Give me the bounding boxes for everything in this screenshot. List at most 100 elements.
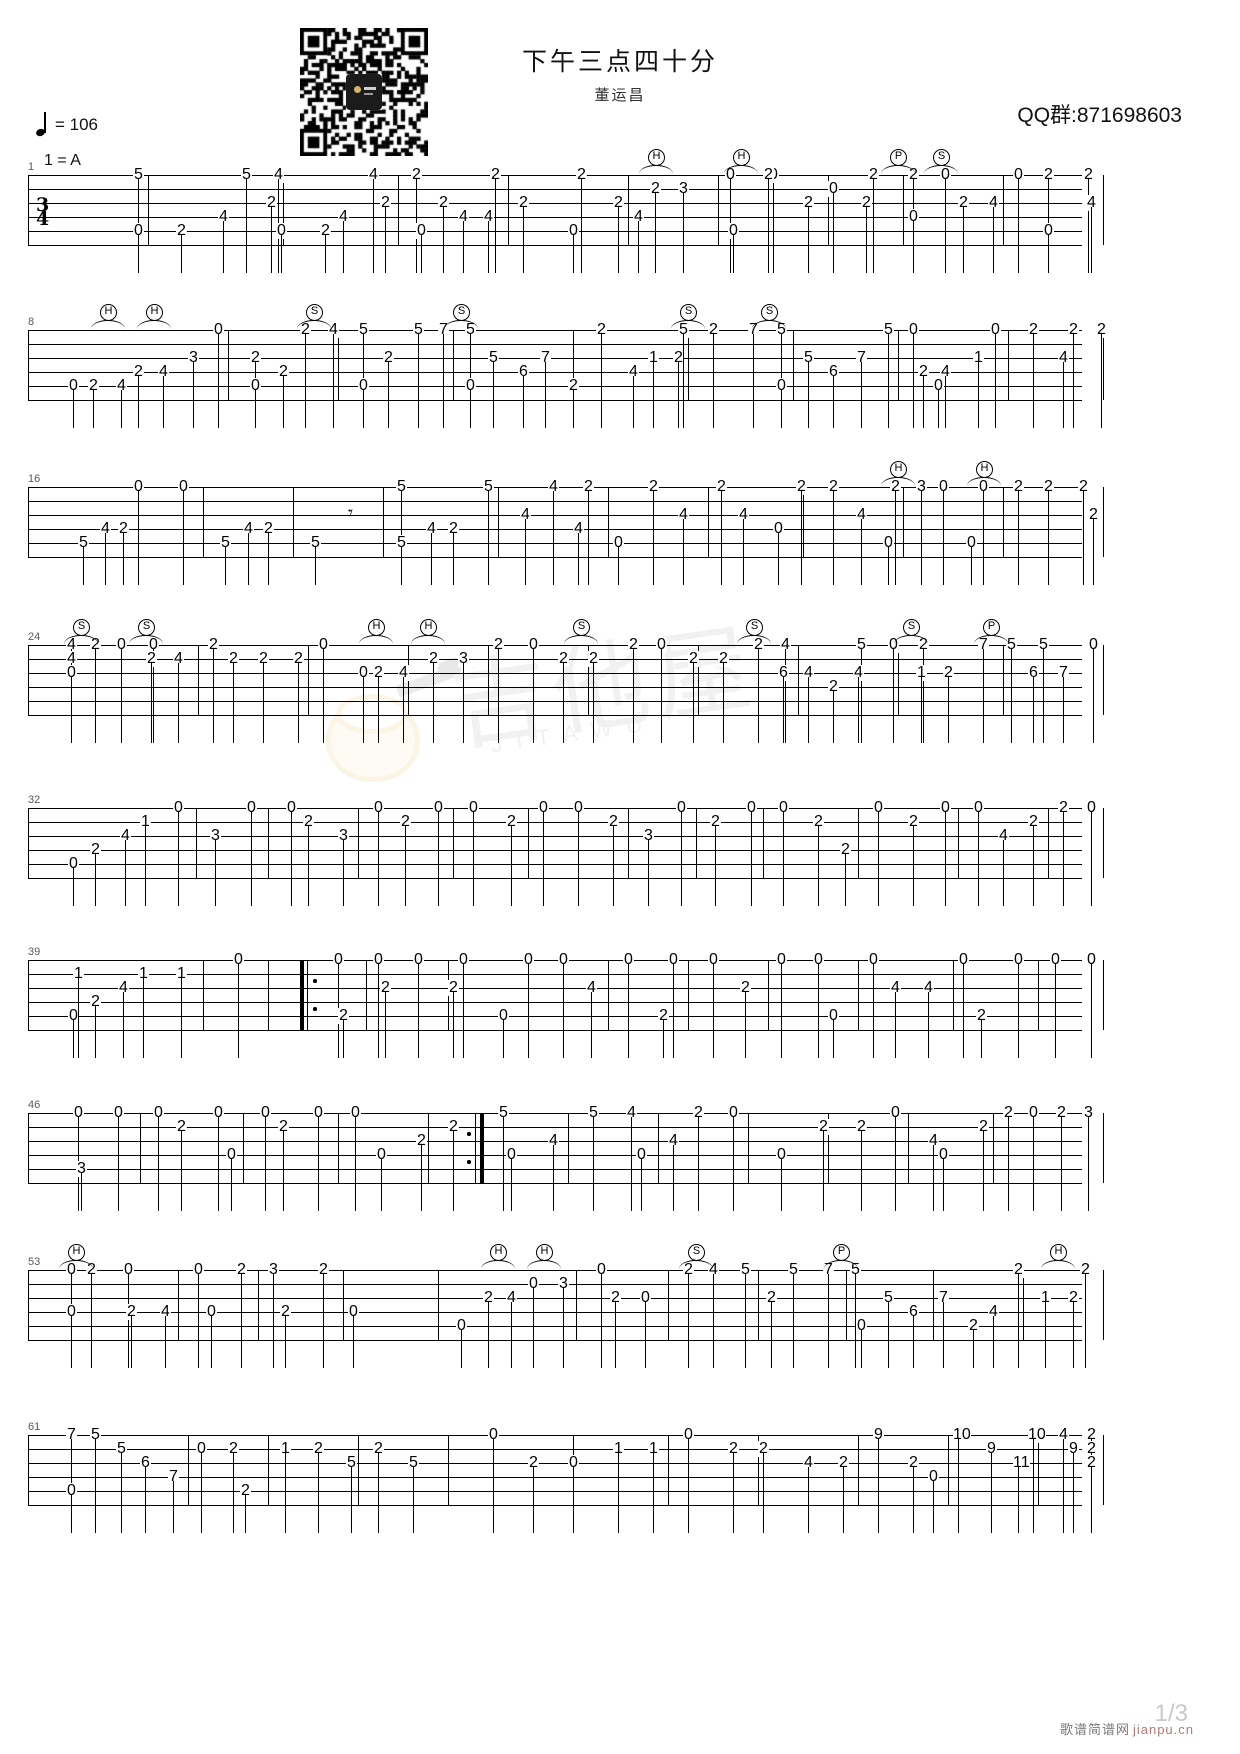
fret-number: 0 xyxy=(1086,951,1097,968)
fret-number: 0 xyxy=(528,1275,539,1292)
note-stem xyxy=(73,1020,75,1058)
fret-number: 2 xyxy=(613,194,624,211)
note-stem xyxy=(645,1302,647,1368)
note-stem xyxy=(713,334,715,428)
note-stem xyxy=(443,207,445,273)
barline xyxy=(768,960,769,1030)
slur-arc xyxy=(411,635,445,644)
string-line xyxy=(28,673,1082,674)
note-stem xyxy=(733,1453,735,1533)
barline xyxy=(608,960,609,1030)
barline xyxy=(858,808,859,878)
fret-number: 2 xyxy=(506,813,517,830)
barline xyxy=(268,1435,269,1505)
string-line xyxy=(28,344,1082,345)
fret-number: 0 xyxy=(938,478,949,495)
barline xyxy=(798,645,799,715)
note-stem xyxy=(363,390,365,428)
fret-number: 2 xyxy=(588,650,599,667)
note-stem xyxy=(995,334,997,428)
barline xyxy=(438,1270,439,1340)
fret-number: 2 xyxy=(890,478,901,495)
slur-arc xyxy=(359,635,393,644)
fret-number: 2 xyxy=(568,377,579,394)
fret-number: 0 xyxy=(376,1146,387,1163)
note-stem xyxy=(231,1159,233,1211)
note-stem xyxy=(533,649,535,743)
note-stem xyxy=(588,491,590,585)
fret-number: 3 xyxy=(1083,1104,1094,1121)
note-stem xyxy=(808,1467,810,1533)
hammer-on-icon: H xyxy=(368,619,385,636)
fret-number: 0 xyxy=(148,636,159,653)
note-stem xyxy=(833,1020,835,1058)
fret-number: 4 xyxy=(458,208,469,225)
note-stem xyxy=(618,207,620,273)
fret-number: 2 xyxy=(728,1440,739,1457)
note-stem xyxy=(93,390,95,428)
note-stem xyxy=(201,1453,203,1533)
string-line xyxy=(28,529,1082,530)
composer-name: 董运昌 xyxy=(594,87,646,104)
fret-number: 0 xyxy=(990,321,1001,338)
barline xyxy=(28,645,29,715)
note-stem xyxy=(781,1159,783,1211)
note-stem xyxy=(138,235,140,273)
string-line xyxy=(28,1326,1082,1327)
note-stem xyxy=(95,649,97,743)
fret-number: 1 xyxy=(916,664,927,681)
fret-number: 5 xyxy=(1006,636,1017,653)
fret-number: 3 xyxy=(210,827,221,844)
note-stem xyxy=(591,992,593,1058)
fret-number: 2 xyxy=(856,1118,867,1135)
fret-number: 2 xyxy=(918,363,929,380)
note-stem xyxy=(503,1020,505,1058)
barline xyxy=(28,1270,29,1340)
hammer-on-icon: H xyxy=(1050,1244,1067,1261)
note-stem xyxy=(983,491,985,585)
barline xyxy=(696,808,697,878)
fret-number: 0 xyxy=(890,1104,901,1121)
fret-number: 0 xyxy=(66,1261,77,1278)
slide-icon: S xyxy=(306,304,323,321)
fret-number: 4 xyxy=(218,208,229,225)
fret-number: 4 xyxy=(398,664,409,681)
fret-number: 2 xyxy=(176,1118,187,1135)
fret-number: 2 xyxy=(650,180,661,197)
fret-number: 2 xyxy=(240,1482,251,1499)
note-stem xyxy=(693,663,695,743)
fret-number: 0 xyxy=(725,166,736,183)
string-line xyxy=(28,1270,1082,1271)
string-line xyxy=(28,1340,1082,1341)
fret-number: 0 xyxy=(358,377,369,394)
note-stem xyxy=(323,1274,325,1368)
note-stem xyxy=(223,221,225,273)
note-stem xyxy=(453,533,455,585)
barline xyxy=(763,808,764,878)
fret-number: 4 xyxy=(923,979,934,996)
fret-number: 2 xyxy=(118,520,129,537)
string-line xyxy=(28,1449,1082,1450)
note-stem xyxy=(921,491,923,585)
note-stem xyxy=(923,649,925,743)
note-stem xyxy=(218,334,220,428)
note-stem xyxy=(1063,1439,1065,1533)
note-stem xyxy=(91,1274,93,1368)
fret-number: 2 xyxy=(693,1104,704,1121)
fret-number: 2 xyxy=(1086,1440,1097,1457)
barline xyxy=(508,175,509,245)
fret-number: 0 xyxy=(193,1261,204,1278)
string-line xyxy=(28,850,1082,851)
fret-number: 2 xyxy=(688,650,699,667)
fret-number: 0 xyxy=(213,1104,224,1121)
slur-arc xyxy=(481,1260,515,1269)
hammer-on-icon: H xyxy=(490,1244,507,1261)
note-stem xyxy=(318,1117,320,1211)
barline xyxy=(228,330,229,400)
note-stem xyxy=(923,376,925,428)
note-stem xyxy=(378,964,380,1058)
tab-staff xyxy=(28,1270,1082,1341)
note-stem xyxy=(878,812,880,906)
slur-arc xyxy=(297,320,331,329)
slur-arc xyxy=(1041,1260,1075,1269)
